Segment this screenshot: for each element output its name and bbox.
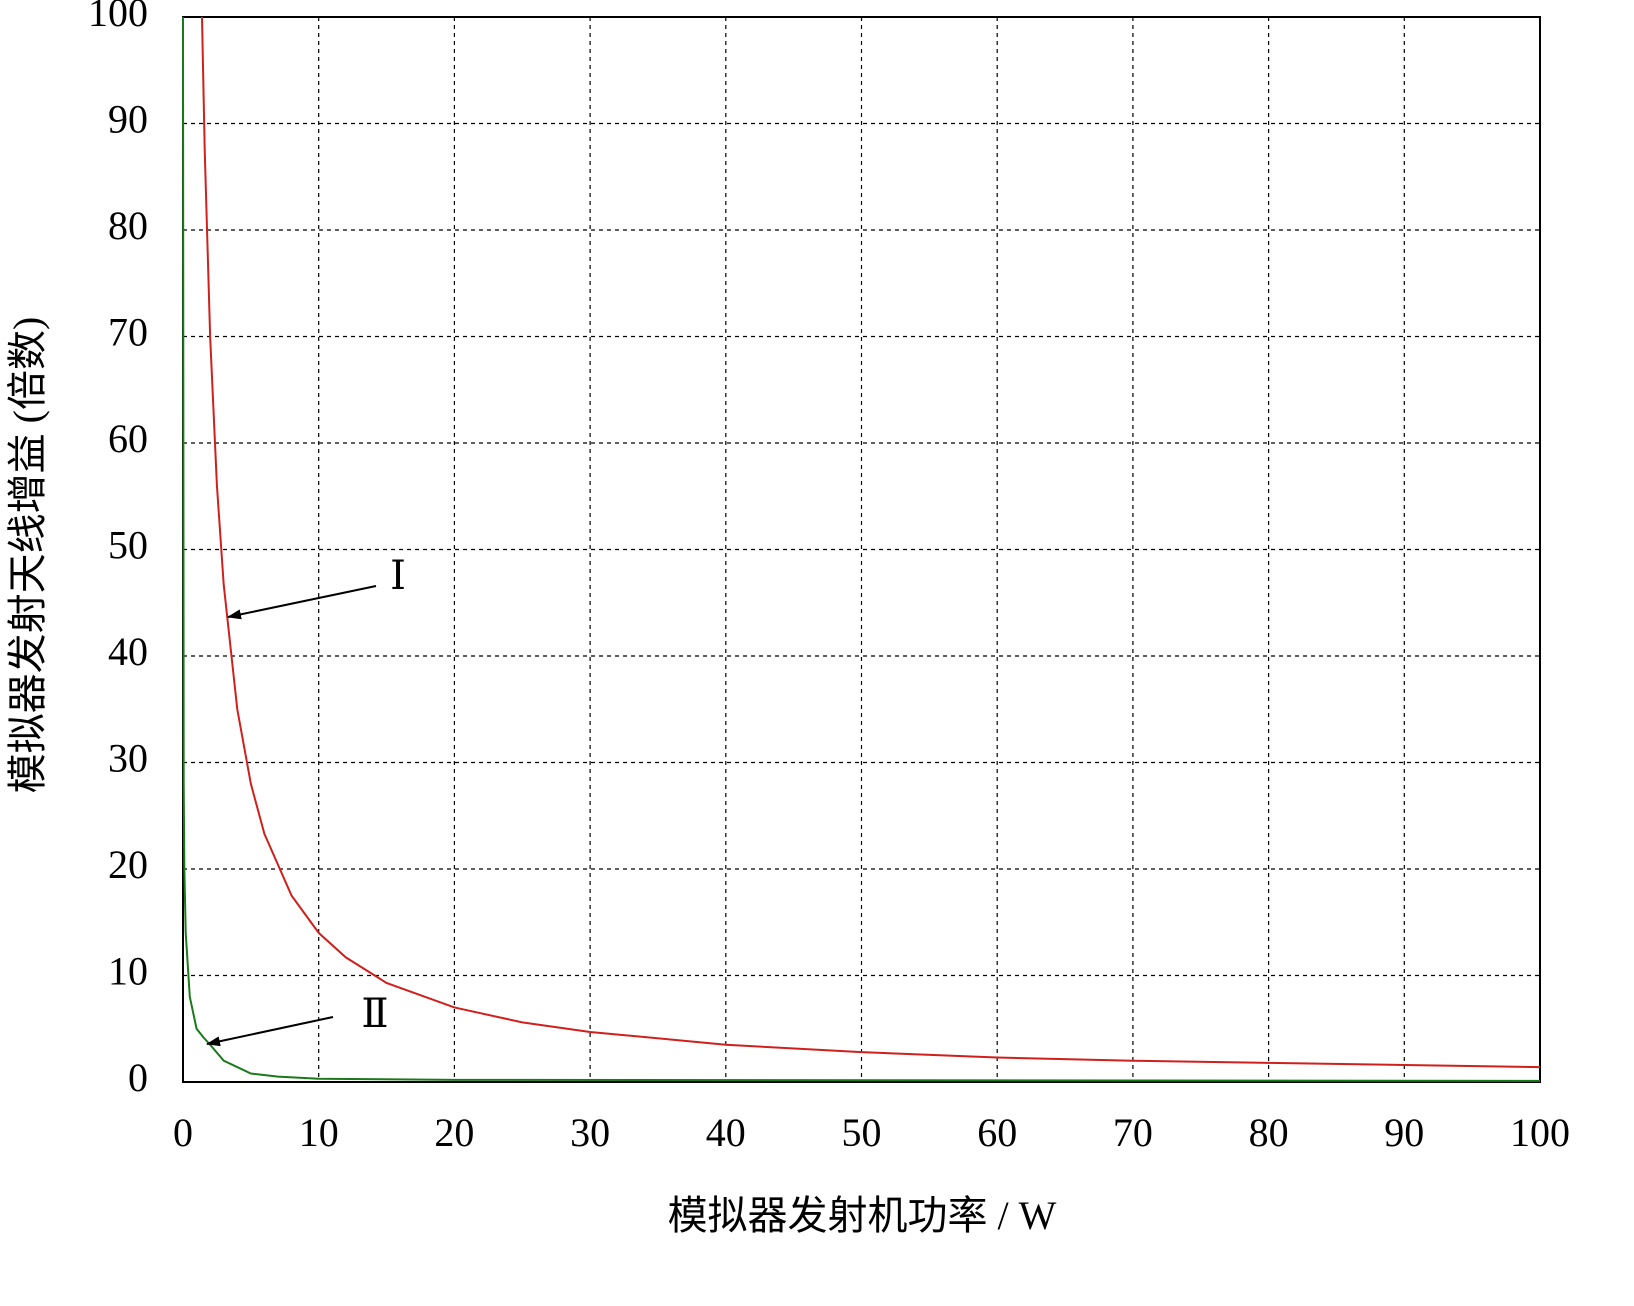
y-tick-label: 40 (108, 629, 148, 674)
x-tick-label: 90 (1384, 1110, 1424, 1155)
x-tick-label: 70 (1113, 1110, 1153, 1155)
annotation: Ⅰ (390, 553, 406, 598)
x-tick-label: 80 (1249, 1110, 1289, 1155)
y-tick-label: 50 (108, 523, 148, 568)
line-series (200, 16, 1541, 1069)
y-tick-label: 80 (108, 203, 148, 248)
x-tick-label: 40 (706, 1110, 746, 1155)
y-tick-label: 90 (108, 97, 148, 142)
annotation-arrow (227, 585, 377, 620)
y-tick-label: 60 (108, 416, 148, 461)
x-tick-label: 10 (299, 1110, 339, 1155)
y-tick-label: 30 (108, 736, 148, 781)
x-tick-label: 20 (434, 1110, 474, 1155)
y-tick-label: 20 (108, 842, 148, 887)
x-tick-label: 50 (842, 1110, 882, 1155)
y-tick-label: 0 (128, 1055, 148, 1100)
x-axis-label: 模拟器发射机功率 / W (668, 1193, 1057, 1238)
y-axis-label: 模拟器发射天线增益 (倍数) (5, 317, 50, 794)
y-tick-label: 70 (108, 310, 148, 355)
x-tick-label: 0 (173, 1110, 193, 1155)
x-tick-label: 100 (1510, 1110, 1570, 1155)
annotation-arrow (206, 1016, 334, 1047)
annotation: Ⅱ (361, 991, 388, 1036)
y-tick-label: 10 (108, 949, 148, 994)
y-tick-label: 100 (88, 0, 148, 35)
x-tick-label: 30 (570, 1110, 610, 1155)
x-tick-label: 60 (977, 1110, 1017, 1155)
